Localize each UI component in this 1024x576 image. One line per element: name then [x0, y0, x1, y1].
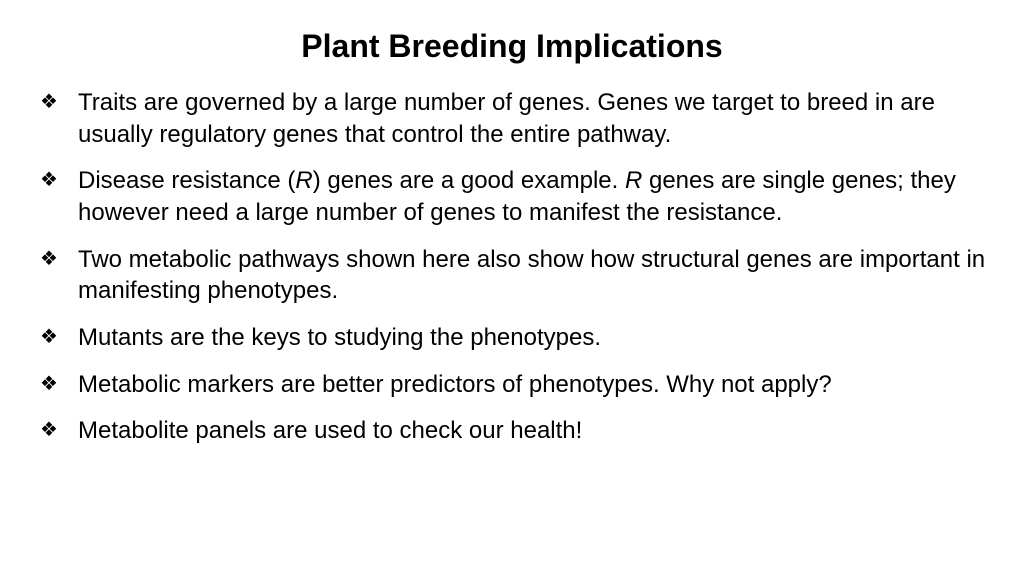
bullet-text-segment: Metabolic markers are better predictors … [78, 371, 832, 398]
bullet-text-segment: Traits are governed by a large number of… [78, 89, 942, 148]
bullet-item: Mutants are the keys to studying the phe… [36, 322, 988, 354]
bullet-item: Traits are governed by a large number of… [36, 87, 988, 150]
bullet-item: Two metabolic pathways shown here also s… [36, 244, 988, 307]
bullet-text-segment: R [625, 167, 642, 194]
bullet-text-segment: Metabolite panels are used to check our … [78, 417, 582, 444]
bullet-text-segment: Disease resistance ( [78, 167, 295, 194]
bullet-text-segment: R [295, 167, 312, 194]
bullet-item: Metabolite panels are used to check our … [36, 415, 988, 447]
bullet-text-segment: Two metabolic pathways shown here also s… [78, 246, 992, 305]
bullet-item: Disease resistance (R) genes are a good … [36, 165, 988, 228]
slide-title: Plant Breeding Implications [36, 28, 988, 65]
bullet-text-segment: Mutants are the keys to studying the phe… [78, 324, 601, 351]
slide-container: Plant Breeding Implications Traits are g… [0, 0, 1024, 576]
bullet-item: Metabolic markers are better predictors … [36, 369, 988, 401]
bullet-text-segment: ) genes are a good example. [313, 167, 625, 194]
bullet-list: Traits are governed by a large number of… [36, 87, 988, 447]
